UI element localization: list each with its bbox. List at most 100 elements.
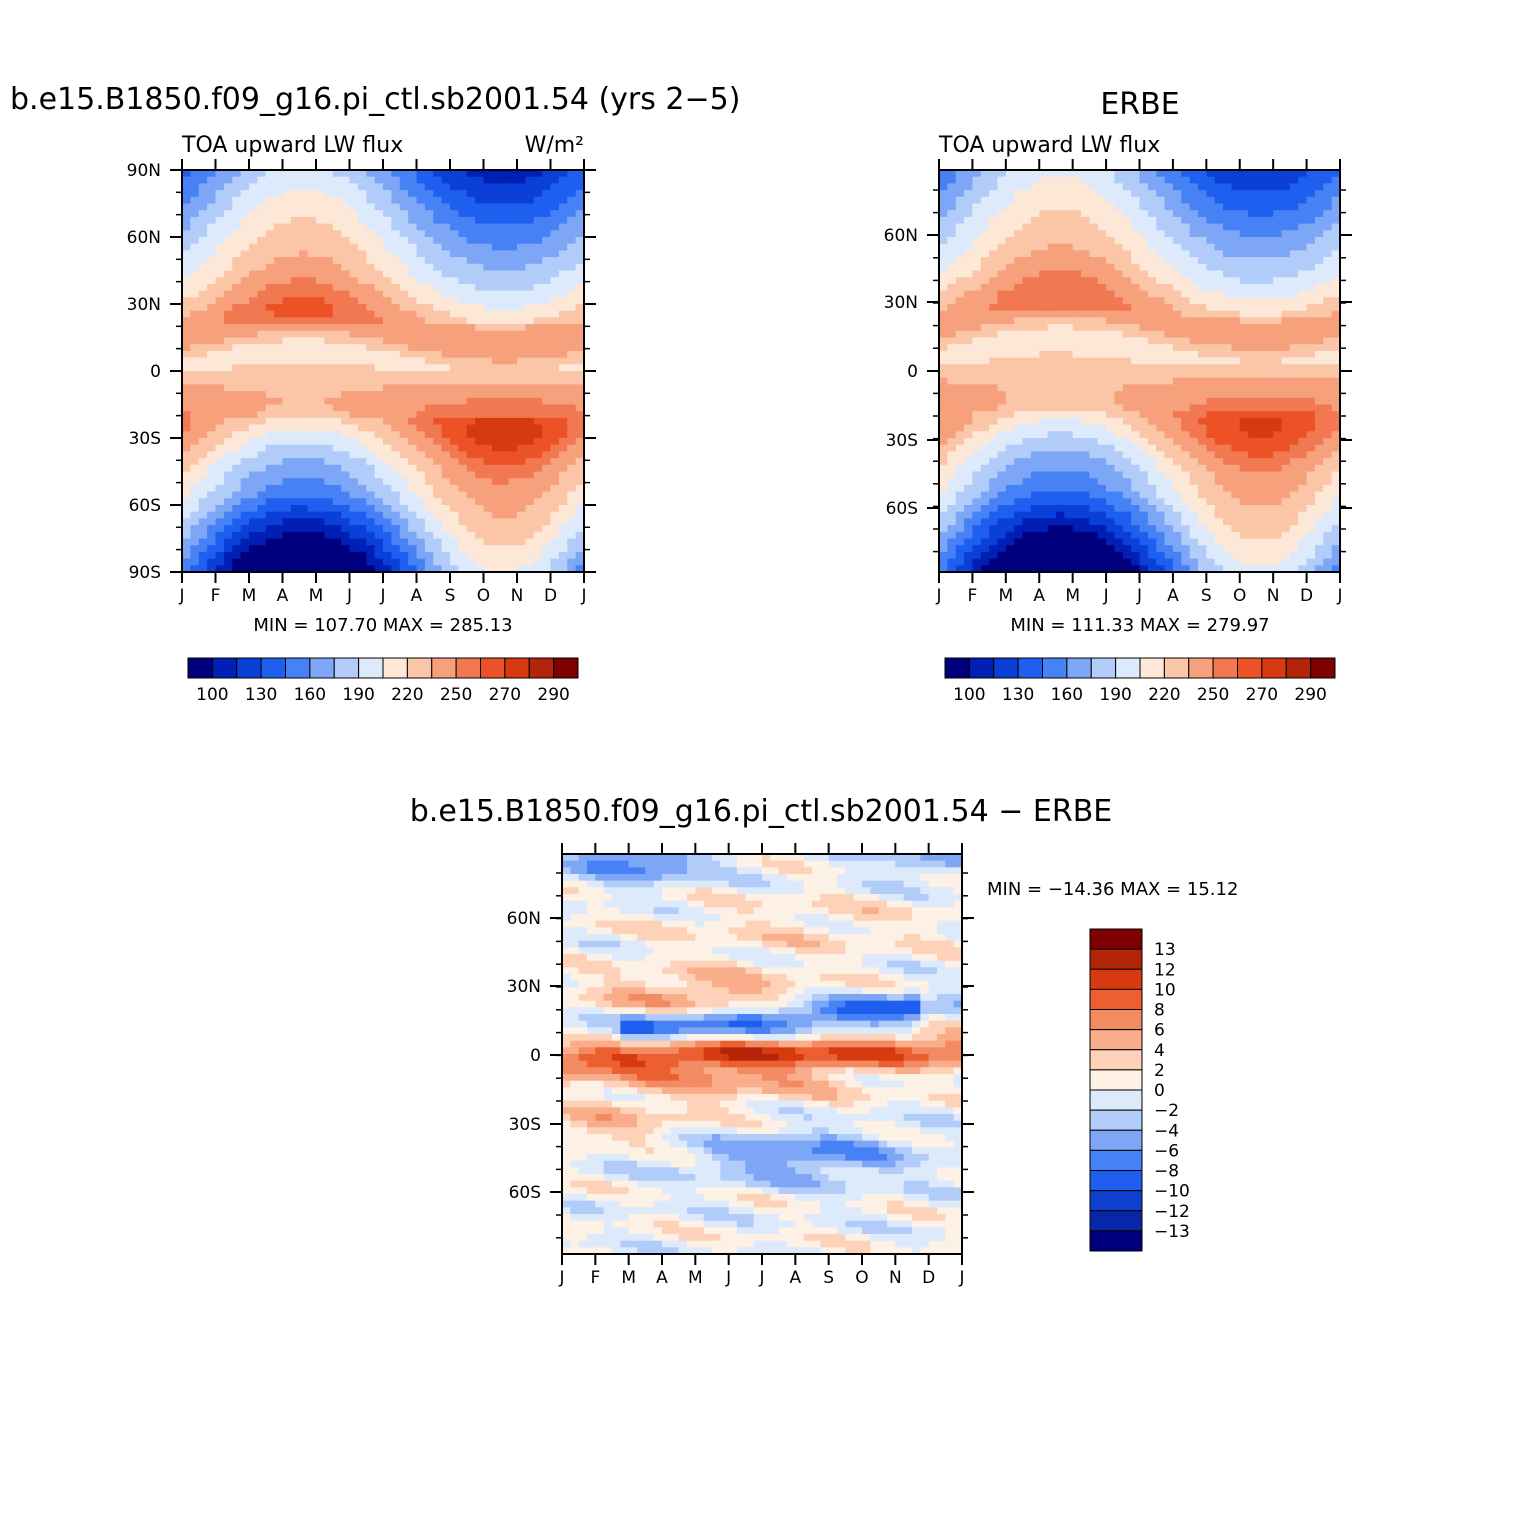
field-cell <box>1298 317 1308 325</box>
field-cell <box>1331 170 1340 178</box>
field-cell <box>1147 411 1157 419</box>
field-cell <box>198 377 208 385</box>
field-cell <box>997 210 1007 218</box>
field-cell <box>290 357 300 365</box>
field-cell <box>1189 283 1199 292</box>
field-cell <box>491 350 501 359</box>
field-cell <box>525 223 535 231</box>
field-cell <box>1106 237 1116 245</box>
field-cell <box>215 324 225 332</box>
field-cell <box>525 551 535 560</box>
field-cell <box>550 458 560 466</box>
field-cell <box>955 364 965 372</box>
field-cell <box>374 223 384 231</box>
field-cell <box>1022 324 1032 332</box>
field-cell <box>316 371 325 379</box>
field-cell <box>1256 277 1266 285</box>
field-cell <box>533 431 543 439</box>
field-cell <box>1181 277 1191 285</box>
field-cell <box>324 176 334 184</box>
field-cell <box>1256 317 1266 325</box>
field-cell <box>1223 431 1232 439</box>
field-cell <box>307 350 317 359</box>
field-cell <box>249 511 258 519</box>
field-cell <box>349 511 359 519</box>
field-cell <box>290 216 300 225</box>
field-cell <box>190 558 200 566</box>
field-cell <box>1281 257 1291 265</box>
field-cell <box>1223 364 1232 372</box>
field-cell <box>357 324 367 332</box>
field-cell <box>997 391 1007 399</box>
field-cell <box>1139 203 1149 211</box>
field-cell <box>332 243 342 251</box>
field-cell <box>1306 183 1316 191</box>
field-cell <box>215 364 225 372</box>
field-cell <box>483 538 493 546</box>
field-cell <box>1122 431 1132 439</box>
field-cell <box>1081 384 1090 392</box>
field-cell <box>416 357 426 365</box>
field-cell <box>1106 384 1116 392</box>
field-cell <box>424 324 434 332</box>
field-cell <box>282 310 292 318</box>
field-cell <box>424 545 434 553</box>
field-cell <box>374 438 384 446</box>
field-cell <box>408 391 418 399</box>
field-cell <box>274 277 284 285</box>
field-cell <box>324 196 334 205</box>
field-cell <box>198 210 208 218</box>
field-cell <box>1072 324 1082 332</box>
field-cell <box>466 324 476 332</box>
field-cell <box>357 243 367 251</box>
field-cell <box>207 237 217 245</box>
field-cell <box>1256 223 1266 231</box>
field-cell <box>558 350 568 359</box>
field-cell <box>1264 377 1274 385</box>
field-cell <box>1214 210 1224 218</box>
field-cell <box>240 283 250 292</box>
field-cell <box>215 498 225 506</box>
field-cell <box>525 505 535 513</box>
field-cell <box>1331 230 1340 238</box>
field-cell <box>290 384 300 392</box>
field-cell <box>441 290 451 298</box>
field-cell <box>1256 263 1266 272</box>
field-cell <box>182 411 191 419</box>
field-cell <box>1239 304 1249 312</box>
field-cell <box>223 337 233 345</box>
field-cell <box>542 498 552 506</box>
field-cell <box>1181 364 1191 372</box>
field-cell <box>533 357 543 365</box>
field-cell <box>316 270 325 278</box>
field-cell <box>257 237 267 245</box>
field-cell <box>1298 290 1308 298</box>
field-cell <box>939 250 948 258</box>
field-cell <box>399 438 409 446</box>
field-cell <box>1298 196 1308 205</box>
field-cell <box>542 511 552 519</box>
field-cell <box>542 317 552 325</box>
field-cell <box>307 371 317 379</box>
field-cell <box>349 464 359 473</box>
field-cell <box>491 471 501 479</box>
field-cell <box>955 290 965 298</box>
field-cell <box>491 417 501 426</box>
field-cell <box>341 223 351 231</box>
field-cell <box>257 263 267 272</box>
field-cell <box>1064 377 1074 385</box>
field-cell <box>441 558 451 566</box>
field-cell <box>1323 371 1333 379</box>
field-cell <box>450 551 459 560</box>
field-cell <box>533 451 543 459</box>
field-cell <box>1231 324 1241 332</box>
field-cell <box>567 297 577 305</box>
field-cell <box>374 531 384 540</box>
field-cell <box>1139 391 1149 399</box>
field-cell <box>491 565 501 572</box>
field-cell <box>491 270 501 278</box>
y-tick-label: 60N <box>127 228 161 248</box>
field-cell <box>1164 210 1174 218</box>
field-cell <box>366 270 376 278</box>
field-cell <box>383 324 392 332</box>
